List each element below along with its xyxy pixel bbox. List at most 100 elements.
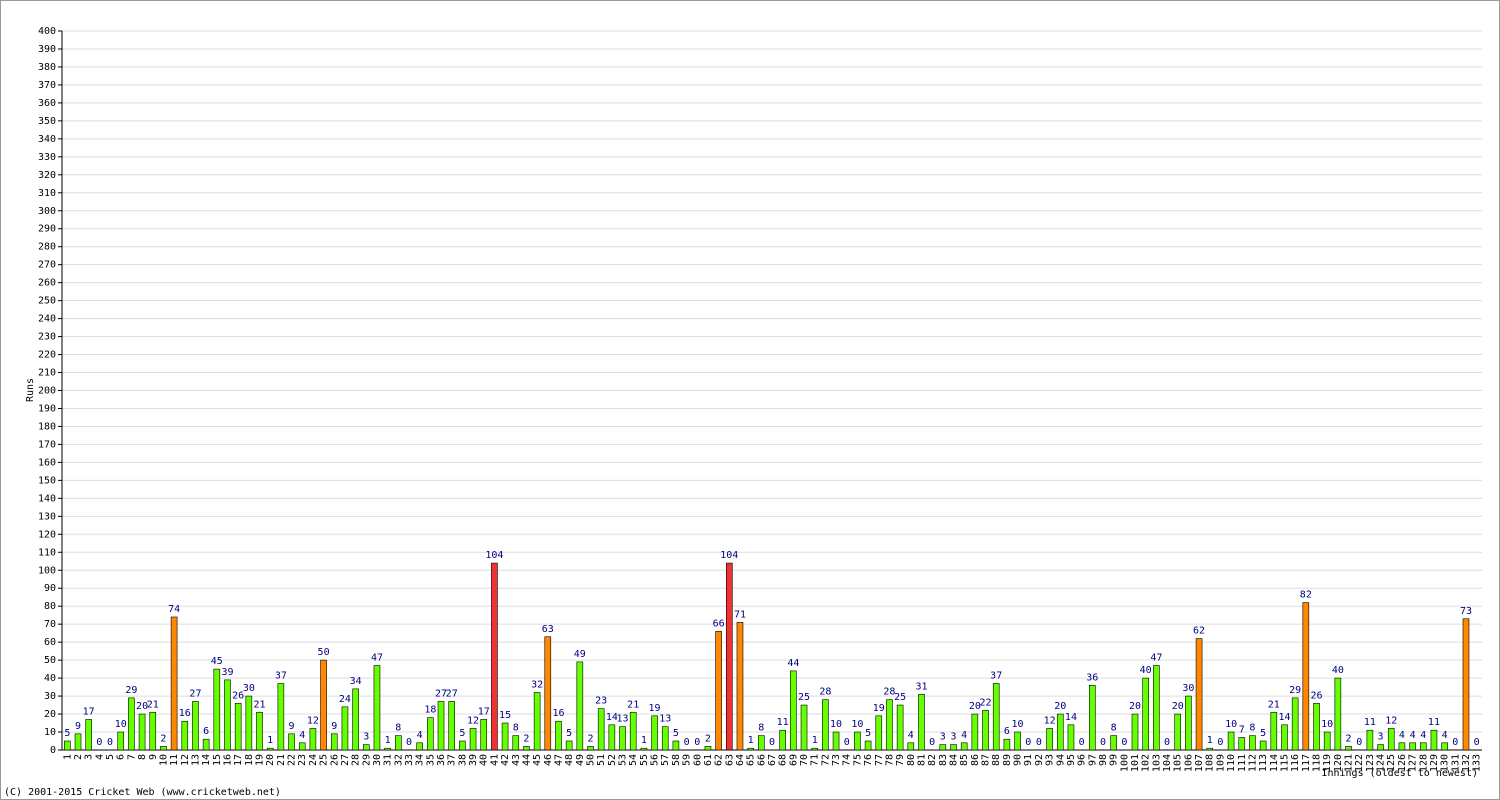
value-label: 20 [1054,701,1066,712]
x-tick-label: 55 [639,754,650,766]
bar [512,735,520,751]
value-label: 37 [990,670,1002,681]
value-label: 0 [96,737,102,748]
bar [565,740,573,751]
bar [896,704,904,751]
bar [234,702,242,751]
x-tick-label: 83 [938,754,949,766]
bar [651,715,658,751]
bar [352,688,359,751]
bar [960,742,968,751]
value-label: 4 [299,730,305,741]
value-label: 62 [1193,626,1205,637]
x-tick-label: 30 [372,754,383,766]
value-label: 32 [531,679,543,690]
y-tick-label: 160 [38,457,56,468]
bar [704,746,712,751]
value-label: 20 [1129,701,1141,712]
x-tick-label: 18 [244,754,255,766]
value-label: 10 [830,719,842,730]
bar [427,717,434,751]
bar [1270,711,1278,751]
value-label: 5 [566,728,572,739]
bar [832,731,840,751]
y-tick-label: 210 [38,368,56,379]
x-tick-label: 26 [329,754,340,766]
x-tick-label: 91 [1023,754,1034,766]
value-label: 40 [1140,665,1152,676]
bar [918,693,925,751]
x-tick-label: 2 [73,754,84,760]
y-tick-label: 90 [44,583,56,594]
value-label: 3 [363,732,369,743]
x-tick-label: 16 [222,754,233,766]
bar [117,731,125,751]
y-tick-label: 270 [38,260,56,271]
y-tick-label: 10 [44,727,56,738]
bar [309,728,317,751]
x-tick-label: 17 [233,754,244,766]
x-tick-label: 11 [169,754,180,766]
bar [1462,618,1470,751]
value-label: 5 [673,728,679,739]
value-label: 45 [211,656,223,667]
value-label: 2 [587,733,593,744]
bar [1174,713,1182,751]
x-tick-label: 34 [415,754,426,766]
value-label: 4 [1410,730,1416,741]
x-tick-label: 71 [810,754,821,766]
value-label: 12 [467,715,479,726]
value-label: 1 [267,735,273,746]
x-tick-label: 60 [692,754,703,766]
x-tick-label: 38 [457,754,468,766]
x-tick-label: 49 [575,754,586,766]
value-label: 30 [243,683,255,694]
x-tick-label: 5 [105,754,116,760]
x-tick-label: 54 [628,754,639,766]
x-tick-label: 66 [756,754,767,766]
bar [448,701,455,751]
bar [736,622,744,751]
bar [320,659,327,751]
y-tick-label: 60 [44,637,56,648]
x-tick-label: 122 [1354,754,1365,772]
bar [501,722,509,751]
value-label: 40 [1332,665,1344,676]
value-label: 0 [1474,737,1480,748]
x-tick-label: 35 [425,754,436,766]
value-label: 28 [819,687,831,698]
bar [245,695,253,751]
bar [1345,746,1352,751]
bar [1302,602,1310,751]
x-tick-label: 4 [94,754,105,760]
x-tick-label: 73 [831,754,842,766]
value-label: 10 [851,719,863,730]
y-tick-label: 280 [38,242,56,253]
x-tick-label: 121 [1344,754,1355,772]
x-tick-label: 85 [959,754,970,766]
x-tick-label: 32 [393,754,404,766]
bar [1313,702,1320,751]
bar [384,747,391,751]
x-tick-label: 84 [949,754,960,766]
x-tick-label: 52 [607,754,618,766]
x-tick-label: 79 [895,754,906,766]
x-tick-label: 105 [1173,754,1184,772]
value-label: 0 [1452,737,1458,748]
value-label: 104 [720,550,738,561]
bar [138,713,146,751]
value-label: 0 [769,737,775,748]
y-tick-label: 300 [38,206,56,217]
x-tick-label: 114 [1269,754,1280,772]
x-tick-label: 100 [1119,754,1130,772]
value-label: 0 [1356,737,1362,748]
x-tick-label: 82 [927,754,938,766]
value-label: 12 [1044,715,1056,726]
bar [640,747,648,751]
x-tick-label: 81 [916,754,927,766]
y-tick-label: 190 [38,403,56,414]
bar [811,747,819,751]
y-tick-label: 290 [38,224,56,235]
value-label: 28 [883,687,895,698]
